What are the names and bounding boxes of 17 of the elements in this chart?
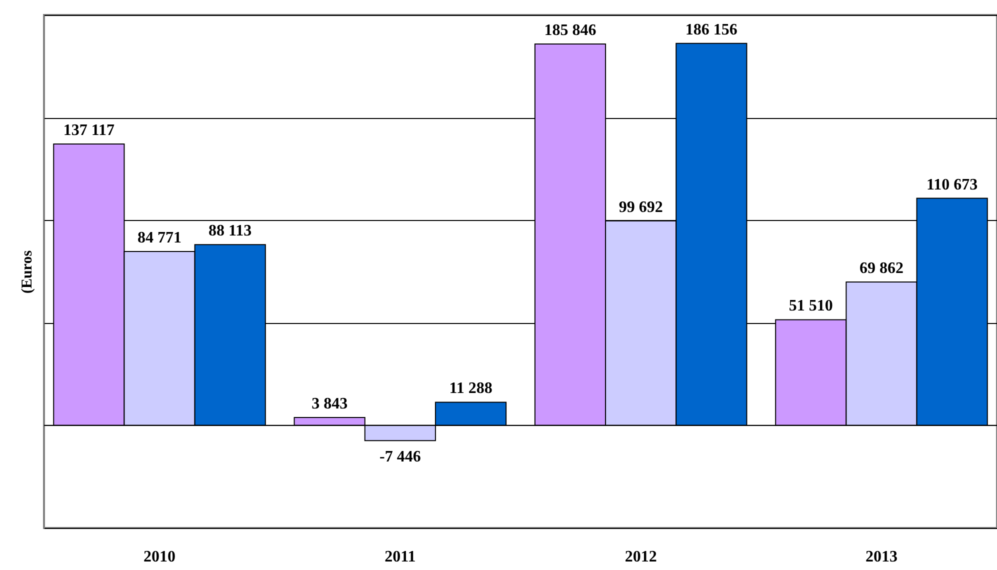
data-label: 137 117	[63, 122, 114, 140]
data-label: 99 692	[618, 198, 663, 216]
data-label: 51 510	[788, 298, 833, 315]
data-label: 186 156	[685, 21, 738, 38]
x-tick-label: 2012	[624, 548, 657, 566]
data-label: 88 113	[208, 222, 252, 240]
x-tick-label: 2010	[144, 548, 176, 566]
data-label: 3 843	[312, 396, 348, 413]
data-label: 185 846	[544, 22, 596, 40]
data-label: 110 673	[926, 176, 978, 194]
data-label: -7 446	[380, 448, 421, 466]
x-tick-label: 2013	[865, 548, 898, 566]
y-axis-title: (Euros	[20, 250, 36, 294]
x-tick-label: 2011	[384, 548, 416, 566]
data-label: 84 771	[138, 229, 182, 246]
data-label: 11 288	[449, 380, 492, 398]
data-label: 69 862	[859, 260, 904, 278]
